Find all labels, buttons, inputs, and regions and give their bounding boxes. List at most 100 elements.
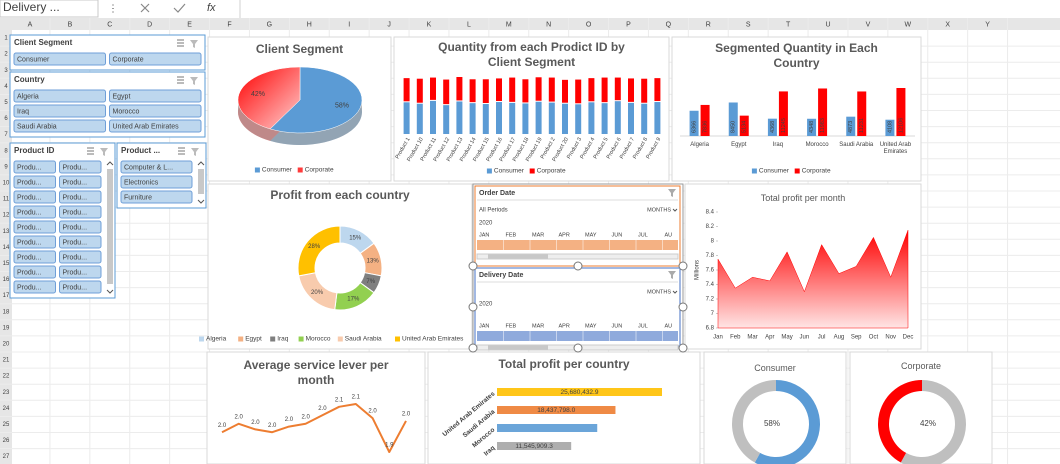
selection-handle[interactable]	[468, 302, 478, 312]
menu-dots[interactable]: ⋮	[108, 4, 118, 15]
column-header-bar	[0, 18, 1060, 30]
multi-select-icon[interactable]	[178, 147, 185, 155]
row-header: 17	[3, 293, 10, 299]
slicer-item[interactable]	[59, 220, 102, 234]
y-tick-label: 7	[711, 311, 715, 317]
slicer-item[interactable]	[120, 175, 193, 189]
multi-select-icon[interactable]	[177, 39, 184, 47]
slicer-item-text: Egypt	[113, 93, 131, 100]
slicer-item[interactable]	[13, 160, 56, 174]
slicer-item[interactable]	[13, 89, 106, 103]
cancel-icon[interactable]	[140, 3, 150, 13]
scroll-arrow[interactable]	[197, 161, 205, 204]
timeline-scrollbar[interactable]	[476, 253, 679, 260]
slicer-item[interactable]	[59, 190, 102, 204]
slicer-item[interactable]	[13, 175, 56, 189]
column-header: C	[107, 21, 112, 28]
fx-icon[interactable]: fx	[207, 2, 216, 14]
selection-handle[interactable]	[573, 261, 583, 271]
slicer-item[interactable]	[59, 160, 102, 174]
data-label: 5134	[742, 121, 748, 133]
bar	[778, 91, 788, 136]
slicer-item[interactable]	[13, 190, 56, 204]
slicer-item[interactable]	[120, 160, 193, 174]
slicer-item[interactable]	[13, 104, 106, 118]
bar-segment	[496, 102, 502, 134]
selection-handle[interactable]	[678, 343, 688, 353]
clear-filter-icon[interactable]	[668, 271, 676, 279]
selection-handle[interactable]	[678, 302, 688, 312]
chart-panel	[703, 351, 847, 464]
scrollbar[interactable]	[107, 169, 113, 284]
slicer-item-text: Produ...	[63, 179, 88, 186]
clear-filter-icon[interactable]	[190, 40, 198, 48]
column-header: G	[267, 21, 272, 28]
slicer-item[interactable]	[59, 235, 102, 249]
bar-segment	[509, 77, 516, 102]
slicer-item-text: Morocco	[113, 108, 140, 115]
timeline-bar[interactable]	[477, 331, 678, 341]
timeline-level[interactable]: MONTHS	[647, 207, 671, 213]
multi-select-icon[interactable]	[177, 76, 184, 84]
row-header: 24	[3, 406, 10, 412]
data-label: 8450	[731, 121, 737, 133]
timeline-level[interactable]: MONTHS	[647, 289, 671, 295]
slicer-item[interactable]	[13, 265, 56, 279]
timeline-month: JUN	[612, 323, 623, 329]
slicer-item[interactable]	[13, 280, 56, 294]
scrollbar[interactable]	[198, 169, 204, 194]
data-label: 7%	[366, 279, 375, 285]
slicer-item[interactable]	[109, 52, 202, 66]
legend-swatch	[794, 168, 800, 174]
timeline-month: JUL	[638, 232, 648, 238]
pie-slice	[269, 66, 363, 134]
slicer-title: Country	[14, 75, 45, 84]
slicer-item[interactable]	[120, 190, 193, 204]
chart-panel	[393, 36, 670, 182]
legend-label: Egypt	[245, 336, 262, 343]
slicer-item[interactable]	[13, 250, 56, 264]
slicer-item[interactable]	[109, 104, 202, 118]
name-box[interactable]	[0, 0, 99, 18]
timeline-scroll-thumb[interactable]	[488, 345, 548, 350]
multi-select-icon[interactable]	[87, 147, 94, 155]
slicer-item[interactable]	[109, 119, 202, 133]
bar	[857, 91, 867, 136]
slicer-item[interactable]	[59, 265, 102, 279]
slicer-item[interactable]	[13, 119, 106, 133]
name-box-text: Delivery ...	[3, 0, 60, 14]
scroll-arrow[interactable]	[106, 161, 114, 294]
clear-filter-icon[interactable]	[668, 189, 676, 197]
data-label: 7836	[703, 121, 709, 133]
slicer-item[interactable]	[13, 235, 56, 249]
selection-handle[interactable]	[678, 261, 688, 271]
column-header: W	[904, 21, 911, 28]
timeline-bar[interactable]	[477, 240, 678, 250]
slicer-item[interactable]	[13, 220, 56, 234]
timeline[interactable]	[474, 185, 681, 267]
timeline-scroll-thumb[interactable]	[488, 254, 548, 259]
selection-handle[interactable]	[573, 343, 583, 353]
row-header: 7	[4, 132, 8, 138]
selection-handle[interactable]	[468, 343, 478, 353]
x-tick-label: Aug	[834, 335, 845, 341]
selection-handle[interactable]	[468, 261, 478, 271]
slicer-item[interactable]	[13, 52, 106, 66]
slicer-item[interactable]	[59, 250, 102, 264]
slicer-item[interactable]	[59, 175, 102, 189]
column-header: T	[786, 21, 791, 28]
column-header: K	[427, 21, 432, 28]
row-header: 14	[3, 245, 10, 251]
data-label: 13%	[367, 258, 380, 264]
clear-filter-icon[interactable]	[100, 148, 108, 156]
column-header: S	[746, 21, 751, 28]
slicer-item[interactable]	[59, 205, 102, 219]
slicer-item[interactable]	[59, 280, 102, 294]
slicer-item[interactable]	[109, 89, 202, 103]
x-tick-label: Oct	[869, 335, 879, 341]
clear-filter-icon[interactable]	[190, 77, 198, 85]
slicer-item[interactable]	[13, 205, 56, 219]
enter-icon[interactable]	[173, 3, 186, 13]
clear-filter-icon[interactable]	[191, 148, 199, 156]
pie-slice	[237, 66, 301, 130]
